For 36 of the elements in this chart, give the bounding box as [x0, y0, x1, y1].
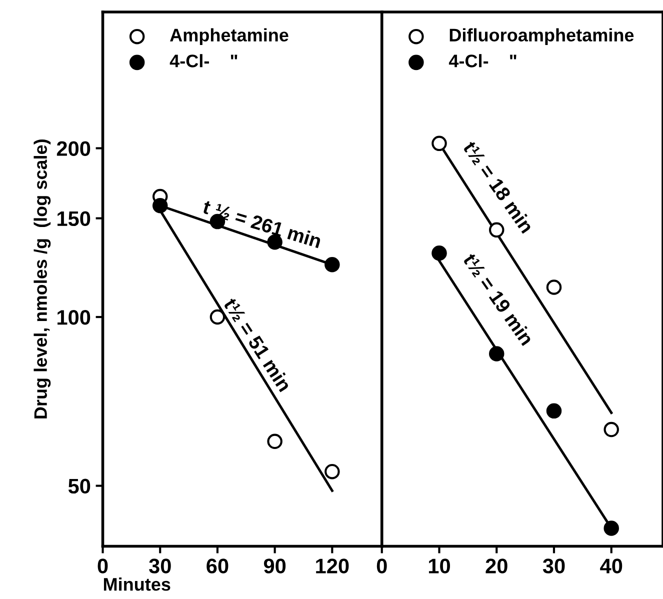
- point: [488, 346, 504, 362]
- y-tick-label: 150: [58, 211, 90, 226]
- y-tick-label: 200: [56, 141, 90, 156]
- annotation: t½ = 51 min: [223, 296, 292, 392]
- point: [432, 246, 447, 261]
- x-tick-label: 40: [600, 558, 622, 574]
- point: [546, 280, 562, 295]
- legend-label: 4-Cl- ": [448, 54, 516, 68]
- x-tick-label: 10: [428, 558, 450, 574]
- y-tick-label: 50: [68, 478, 90, 494]
- x-axis-title: Minutes: [104, 578, 170, 591]
- point: [210, 309, 226, 325]
- x-tick-label: 0: [376, 558, 387, 574]
- x-tick-label: 30: [149, 558, 171, 574]
- x-tick-label: 0: [98, 558, 108, 574]
- annotation: t½ = 19 min: [462, 252, 534, 346]
- point: [267, 434, 282, 450]
- annotation: t½ = 18 min: [462, 140, 534, 234]
- y-axis-title: Drug level, nmoles /g (log scale): [34, 140, 51, 418]
- point: [324, 257, 340, 272]
- x-tick-label: 30: [542, 558, 565, 574]
- legend-label: 4-Cl- ": [170, 54, 238, 68]
- point: [604, 520, 619, 536]
- legend-label: Difluoroamphetamine: [450, 28, 634, 46]
- point: [546, 403, 562, 419]
- x-tick-label: 60: [206, 558, 228, 574]
- point: [152, 198, 168, 214]
- legend-label: Amphetamine: [170, 28, 288, 46]
- y-tick-label: 100: [58, 310, 90, 325]
- point: [488, 222, 504, 238]
- x-tick-label: 90: [264, 558, 286, 574]
- point: [604, 422, 619, 438]
- x-tick-label: 120: [316, 558, 349, 574]
- point: [324, 464, 340, 480]
- x-tick-label: 20: [486, 558, 508, 574]
- point: [432, 136, 447, 152]
